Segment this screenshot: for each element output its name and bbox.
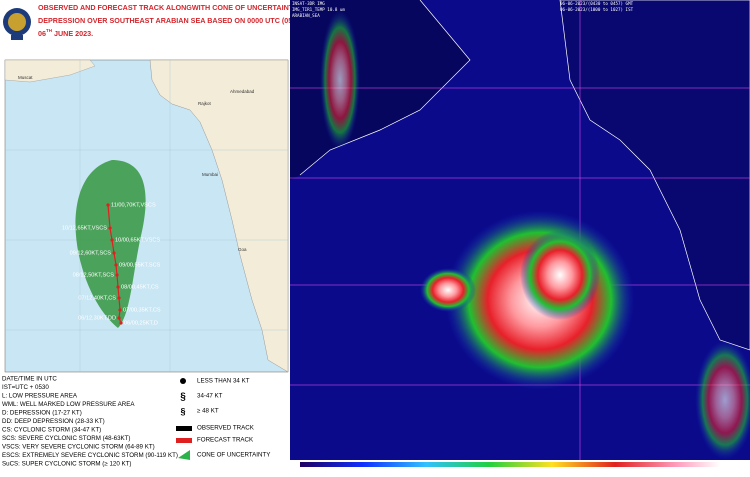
cloud-west [420,268,476,312]
track-point [116,285,120,289]
track-label: 08/00,45KT,CS [121,284,159,290]
cone-of-uncertainty [75,160,146,328]
track-label: 07/12,40KT,CS [78,295,116,301]
legend-symbol-text: LESS THAN 34 KT 34-47 KT ≥ 48 KT OBSERVED T… [197,378,270,459]
legend-definition: VSCS: VERY SEVERE CYCLONIC STORM (64-89 … [2,444,155,451]
title-sup: TH [46,28,52,33]
track-point [115,273,119,277]
legend-definition: ESCS: EXTREMELY SEVERE CYCLONIC STORM (9… [2,452,178,459]
track-label: 10/00,65KT,VSCS [115,237,160,243]
legend-observed-track [176,426,192,431]
legend-symbol-dot [180,378,186,384]
cloud-south [695,340,750,460]
legend-symbol-label: OBSERVED TRACK [197,425,255,432]
sat-header: IMG_TIR1_TEMP 10.8 um [292,7,345,12]
legend-definition: D: DEPRESSION (17-27 KT) [2,410,82,417]
place-label: Rajkot [198,101,212,106]
track-label: 06/12,30KT,DD [78,315,116,321]
place-label: Mumbai [202,172,218,177]
sat-header: 06-06-2023/(0430 to 0457) GMT [560,1,634,6]
sat-header: 06-06-2023/(1000 to 1027) IST [560,7,634,12]
track-point [119,321,123,325]
legend-symbol-storm: § [180,392,186,403]
legend-symbol-label: ≥ 48 KT [197,408,219,415]
place-label: Ahmedabad [230,89,255,94]
legend-definition: SuCS: SUPER CYCLONIC STORM (≥ 120 KT) [2,461,131,468]
title-end: JUNE 2023. [52,29,93,38]
colorbar [300,462,720,467]
title-line-3: 06TH JUNE 2023. [38,28,93,38]
legend-definition: CS: CYCLONIC STORM (34-47 KT) [2,427,101,434]
track-point [110,238,114,242]
legend-symbol-label: FORECAST TRACK [197,437,254,444]
track-point [117,296,121,300]
track-point [106,203,110,207]
legend-definition: DD: DEEP DEPRESSION (28-33 KT) [2,418,105,425]
title-date: 06 [38,29,46,38]
track-label: 09/12,60KT,SCS [70,250,112,256]
legend-symbol-severe: § [180,406,185,416]
title-line-2: DEPRESSION OVER SOUTHEAST ARABIAN SEA BA… [38,16,328,25]
track-point [112,251,116,255]
title-line-1: OBSERVED AND FORECAST TRACK ALONGWITH CO… [38,3,310,12]
cloud-core [520,230,600,320]
track-point [118,308,122,312]
legend-definition: DATE/TIME IN UTC [2,376,57,383]
legend-definition: L: LOW PRESSURE AREA [2,393,78,400]
legend-bg [0,373,290,472]
legend-forecast-track [176,438,192,443]
legend-symbol-label: LESS THAN 34 KT [197,378,250,385]
track-point [108,226,112,230]
legend-symbol-label: 34-47 KT [197,393,223,400]
track-labels: 11/00,70KT,VSCS 10/12,65KT,VSCS 10/00,65KT… [62,202,161,326]
sat-land-india [559,0,750,351]
legend-cone [178,450,190,460]
track-label: 09/00,55KT,SCS [119,262,161,268]
track-label: 10/12,65KT,VSCS [62,225,107,231]
legend-symbol-label: CONE OF UNCERTAINTY [197,452,270,459]
place-label: Goa [238,247,247,252]
land-india [149,59,289,373]
legend-definition: IST=UTC + 0530 [2,384,49,391]
sat-header: ARABIAN_SEA [292,13,320,18]
logo-base [11,35,23,40]
legend-definition: WML: WELL MARKED LOW PRESSURE AREA [2,401,135,408]
place-label: Muscat [18,75,33,80]
track-point [114,263,118,267]
legend-definition: SCS: SEVERE CYCLONIC STORM (48-63KT) [2,435,130,442]
sat-coastline [299,0,471,176]
track-label: 11/00,70KT,VSCS [111,202,156,208]
logo-inner [8,13,26,31]
track-label: 07/00,35KT,CS [123,307,161,313]
track-point [117,316,121,320]
land-oman [4,59,96,83]
track-label: 08/12,50KT,SCS [73,272,115,278]
track-label: 06/00,25KT,D [124,320,158,326]
header-bg [0,0,290,58]
cloud-north [320,10,360,150]
sat-header: INSAT-3DR IMG [292,1,325,6]
